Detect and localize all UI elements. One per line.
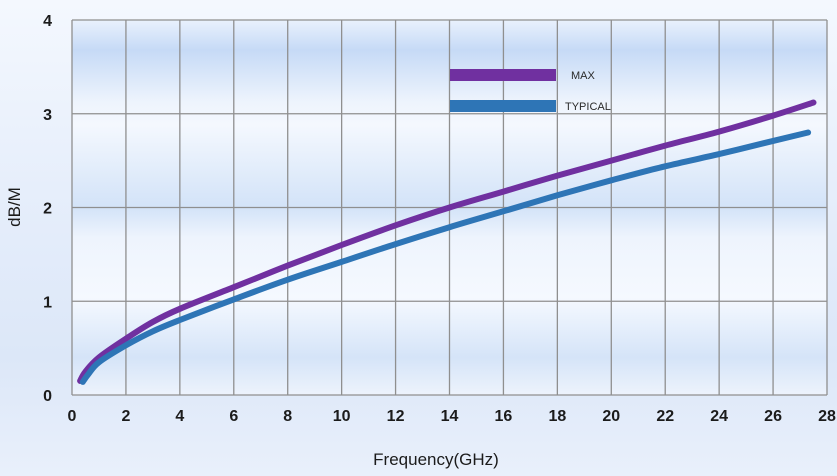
x-tick-label: 16 bbox=[495, 408, 513, 425]
series-line-typical bbox=[79, 129, 812, 385]
x-tick-label: 20 bbox=[602, 408, 620, 425]
x-tick-label: 8 bbox=[283, 408, 292, 425]
x-tick-label: 6 bbox=[229, 408, 238, 425]
y-tick-label: 1 bbox=[43, 294, 52, 311]
legend-swatch-typical bbox=[450, 100, 556, 112]
x-tick-label: 12 bbox=[387, 408, 405, 425]
y-axis-ticks: 0 1 2 3 4 bbox=[43, 13, 52, 405]
x-tick-label: 0 bbox=[68, 408, 77, 425]
x-tick-label: 24 bbox=[710, 408, 728, 425]
y-tick-label: 2 bbox=[43, 201, 52, 218]
legend-label-typical: TYPICAL bbox=[565, 101, 611, 113]
series-layer bbox=[77, 99, 817, 385]
x-tick-label: 26 bbox=[764, 408, 782, 425]
legend: MAX TYPICAL bbox=[450, 69, 611, 113]
grid bbox=[71, 19, 828, 396]
y-tick-label: 4 bbox=[43, 13, 52, 30]
y-tick-label: 0 bbox=[43, 388, 52, 405]
x-tick-label: 10 bbox=[333, 408, 351, 425]
x-tick-label: 2 bbox=[121, 408, 130, 425]
x-tick-label: 22 bbox=[656, 408, 674, 425]
x-tick-label: 4 bbox=[175, 408, 184, 425]
legend-swatch-max bbox=[450, 69, 556, 81]
x-tick-label: 28 bbox=[818, 408, 836, 425]
x-tick-label: 18 bbox=[548, 408, 566, 425]
legend-label-max: MAX bbox=[571, 70, 596, 82]
x-tick-label: 14 bbox=[441, 408, 459, 425]
x-axis-title: Frequency(GHz) bbox=[373, 450, 499, 469]
y-axis-title: dB/M bbox=[5, 187, 24, 227]
series-line-max bbox=[77, 99, 817, 384]
y-tick-label: 3 bbox=[43, 107, 52, 124]
x-axis-ticks: 0 2 4 6 8 10 12 14 16 18 20 22 24 26 28 bbox=[68, 408, 836, 425]
